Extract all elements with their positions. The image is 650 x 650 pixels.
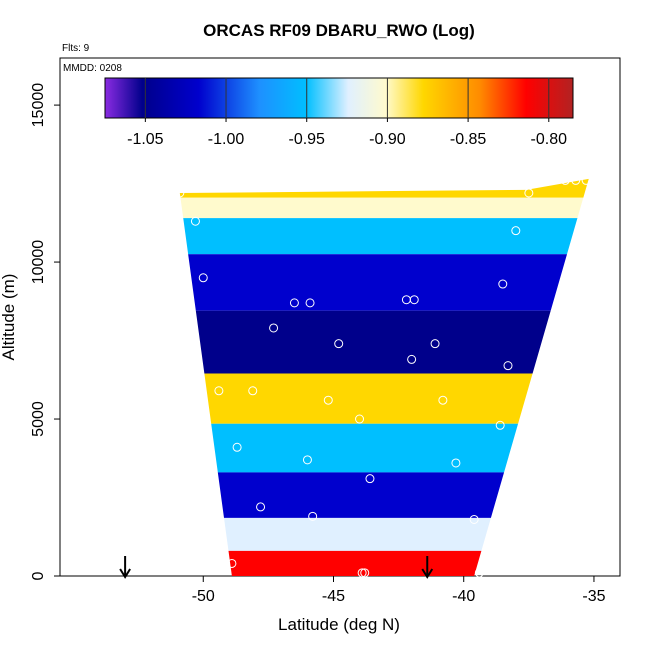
- sample-point: [430, 339, 440, 349]
- sample-point: [407, 354, 417, 364]
- sample-point: [560, 175, 570, 185]
- sample-point: [503, 361, 513, 371]
- sample-point: [248, 386, 258, 396]
- colorbar-tick-label: -0.90: [369, 131, 406, 148]
- flight-marker-arrowhead: [421, 568, 434, 579]
- sample-point: [198, 273, 208, 283]
- y-axis-tick-label: 10000: [30, 240, 47, 285]
- sample-point: [289, 298, 299, 308]
- sample-point: [214, 386, 224, 396]
- sample-point: [302, 455, 312, 465]
- sample-point: [175, 188, 185, 198]
- sample-point: [498, 279, 508, 289]
- x-axis-label: Latitude (deg N): [278, 615, 400, 634]
- chart-title: ORCAS RF09 DBARU_RWO (Log): [203, 21, 475, 40]
- sample-point: [357, 568, 367, 578]
- sample-point: [409, 295, 419, 305]
- sample-point: [451, 458, 461, 468]
- y-axis-tick-label: 15000: [30, 83, 47, 128]
- y-axis-label: Altitude (m): [0, 274, 18, 361]
- sample-point: [305, 298, 315, 308]
- x-axis-tick-label: -45: [322, 588, 345, 605]
- date-annotation: MMDD: 0208: [63, 63, 122, 74]
- flight-marker-arrowhead: [119, 568, 131, 579]
- colorbar-tick-label: -1.05: [127, 131, 164, 148]
- sample-point: [308, 511, 318, 521]
- sample-point: [269, 323, 279, 333]
- field-band: [179, 254, 589, 311]
- sample-point: [438, 395, 448, 405]
- x-axis-tick-label: -35: [582, 588, 605, 605]
- field-band: [179, 197, 589, 219]
- sample-point: [511, 226, 521, 236]
- sample-point: [232, 442, 242, 452]
- flights-annotation: Flts: 9: [62, 43, 90, 54]
- sample-point: [474, 568, 484, 578]
- sample-point: [495, 420, 505, 430]
- sample-point: [227, 558, 237, 568]
- sample-point: [323, 395, 333, 405]
- sample-point: [334, 339, 344, 349]
- field-band: [179, 310, 589, 374]
- y-axis-tick-label: 0: [30, 571, 47, 580]
- x-axis-tick-label: -40: [452, 588, 475, 605]
- y-axis-tick-label: 5000: [30, 401, 47, 437]
- colorbar-tick-label: -0.85: [450, 131, 487, 148]
- colorbar: -1.05 -1.00 -0.95 -0.90 -0.85 -0.80: [104, 77, 574, 148]
- sample-point: [469, 514, 479, 524]
- sample-point: [365, 474, 375, 484]
- sample-point: [201, 505, 211, 515]
- field-band: [179, 218, 589, 255]
- sample-point: [581, 175, 591, 185]
- colorbar-tick-label: -0.80: [531, 131, 568, 148]
- sample-point: [524, 188, 534, 198]
- colorbar-tick-label: -1.00: [208, 131, 245, 148]
- sample-point: [355, 414, 365, 424]
- colorbar-gradient: [104, 77, 574, 119]
- axes: -50 -45 -40 -35 0 5000 10000 15000: [30, 83, 606, 605]
- sample-point: [360, 568, 370, 578]
- sample-point: [571, 175, 581, 185]
- sample-point: [190, 216, 200, 226]
- sample-point: [256, 502, 266, 512]
- sample-points: [119, 175, 591, 579]
- colorbar-tick-label: -0.95: [288, 131, 325, 148]
- sample-point: [216, 565, 226, 575]
- x-axis-tick-label: -50: [192, 588, 215, 605]
